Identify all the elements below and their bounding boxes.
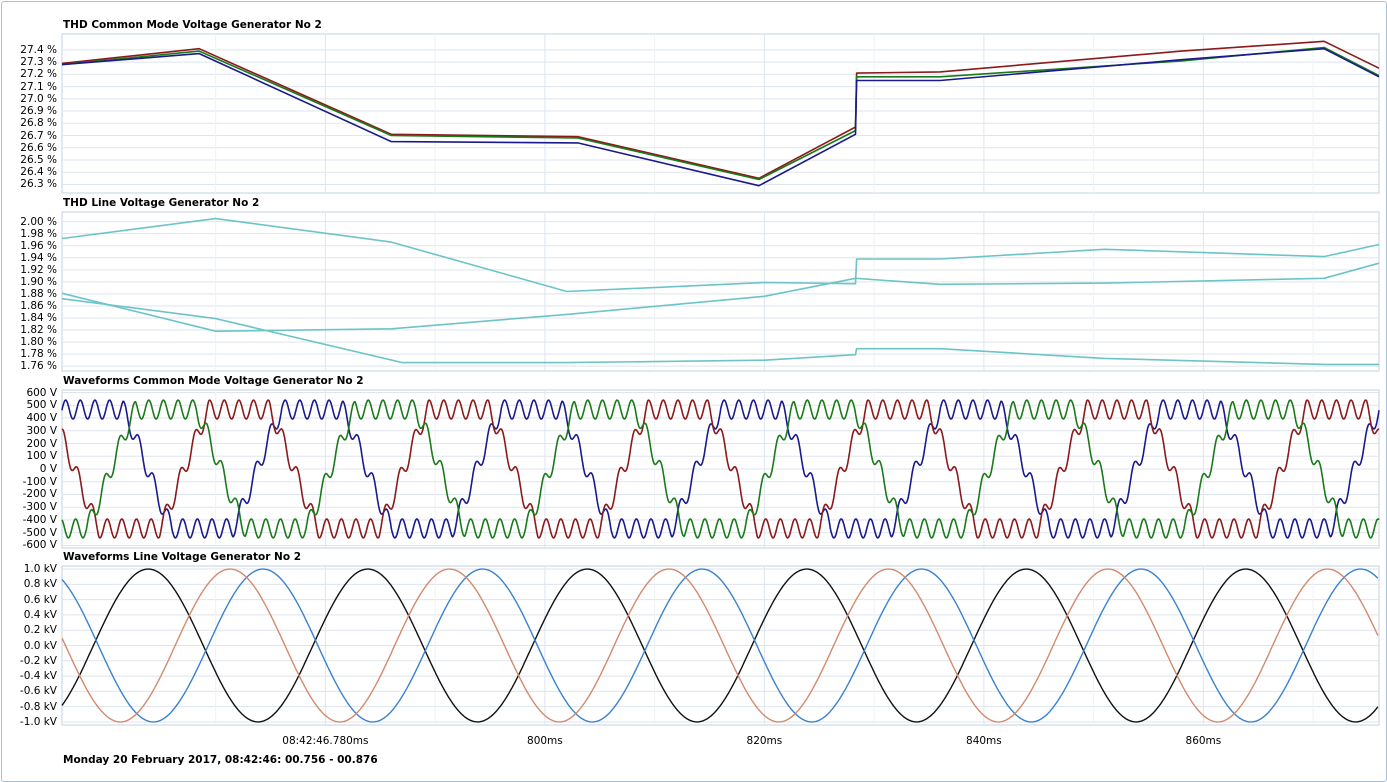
series-line-1-1 [61, 262, 1380, 333]
y-tick-label: 26.9 % [20, 105, 57, 118]
y-tick-label: 1.82 % [20, 324, 57, 337]
panel-title-thd-line-voltage: THD Line Voltage Generator No 2 [63, 197, 260, 209]
y-tick-label: 26.4 % [20, 166, 57, 179]
y-tick-label: 1.94 % [20, 251, 57, 264]
y-tick-label: 2.00 % [20, 215, 57, 228]
y-tick-label: 0.6 kV [23, 593, 57, 606]
y-tick-label: 0.2 kV [23, 624, 57, 637]
series-line-1-0 [61, 217, 1380, 293]
y-tick-label: 1.78 % [20, 348, 57, 361]
y-tick-label: 0.4 kV [23, 608, 57, 621]
y-tick-label: 1.76 % [20, 360, 57, 373]
y-tick-label: -1.0 kV [19, 715, 57, 728]
x-tick-label: 800ms [527, 735, 563, 747]
series-line-2-2 [61, 399, 1380, 539]
y-tick-label: -0.2 kV [19, 654, 57, 667]
series-line-3-2 [61, 568, 1379, 723]
y-tick-label: 27.4 % [20, 43, 57, 56]
series-line-2-1 [61, 399, 1380, 539]
y-tick-label: 27.2 % [20, 68, 57, 81]
y-tick-label: -0.8 kV [19, 700, 57, 713]
y-tick-label: 1.90 % [20, 275, 57, 288]
series-line-1-2 [61, 297, 1379, 366]
y-tick-label: -0.4 kV [19, 670, 57, 683]
y-tick-label: 0.0 kV [23, 639, 57, 652]
x-tick-label: 820ms [746, 735, 783, 747]
y-tick-label: 1.0 kV [23, 563, 57, 576]
y-tick-label: 1.98 % [20, 227, 57, 240]
x-tick-label: 840ms [966, 735, 1002, 747]
series-line-3-0 [61, 568, 1379, 723]
y-tick-label: 1.80 % [20, 336, 57, 349]
y-tick-label: 26.7 % [20, 129, 57, 142]
plot-area-1 [61, 211, 1380, 372]
y-tick-label: -600 V [22, 539, 57, 552]
series-line-3-1 [61, 568, 1379, 723]
y-tick-label: 400 V [26, 412, 57, 425]
plot-area-0 [61, 33, 1380, 194]
y-tick-label: 27.1 % [20, 80, 57, 93]
panel-title-waveforms-common-mode: Waveforms Common Mode Voltage Generator … [63, 375, 364, 387]
y-tick-label: 300 V [26, 424, 57, 437]
y-tick-label: -300 V [22, 501, 57, 514]
y-tick-label: 0 V [39, 463, 57, 475]
y-tick-label: 26.8 % [20, 117, 57, 130]
y-tick-label: 27.0 % [20, 92, 57, 105]
y-tick-label: 26.3 % [20, 178, 57, 191]
y-tick-label: 1.92 % [20, 263, 57, 276]
y-tick-label: 26.5 % [20, 153, 57, 166]
x-tick-label: 860ms [1185, 735, 1222, 747]
x-tick-label: 08:42:46.780ms [282, 735, 369, 747]
y-tick-label: 1.84 % [20, 312, 57, 324]
y-tick-label: 1.88 % [20, 287, 57, 300]
y-tick-label: -0.6 kV [19, 685, 57, 698]
y-tick-label: 1.86 % [20, 299, 57, 312]
y-tick-label: -400 V [22, 513, 57, 526]
y-tick-label: 1.96 % [20, 239, 57, 252]
y-tick-label: -500 V [22, 526, 57, 539]
y-tick-label: 500 V [26, 399, 57, 412]
panel-title-thd-common-mode: THD Common Mode Voltage Generator No 2 [63, 19, 322, 31]
series-line-2-0 [61, 399, 1380, 539]
y-tick-label: -200 V [22, 488, 57, 501]
y-tick-label: 100 V [26, 450, 57, 463]
y-tick-label: -100 V [22, 475, 57, 488]
y-tick-label: 600 V [26, 386, 57, 399]
y-tick-label: 26.6 % [20, 141, 57, 154]
y-tick-label: 200 V [26, 437, 57, 450]
series-line-0-2 [61, 47, 1380, 187]
y-tick-label: 27.3 % [20, 56, 57, 69]
footer-date-range: Monday 20 February 2017, 08:42:46: 00.75… [63, 754, 378, 766]
y-tick-label: 0.8 kV [23, 578, 57, 591]
panel-title-waveforms-line-voltage: Waveforms Line Voltage Generator No 2 [63, 551, 301, 563]
